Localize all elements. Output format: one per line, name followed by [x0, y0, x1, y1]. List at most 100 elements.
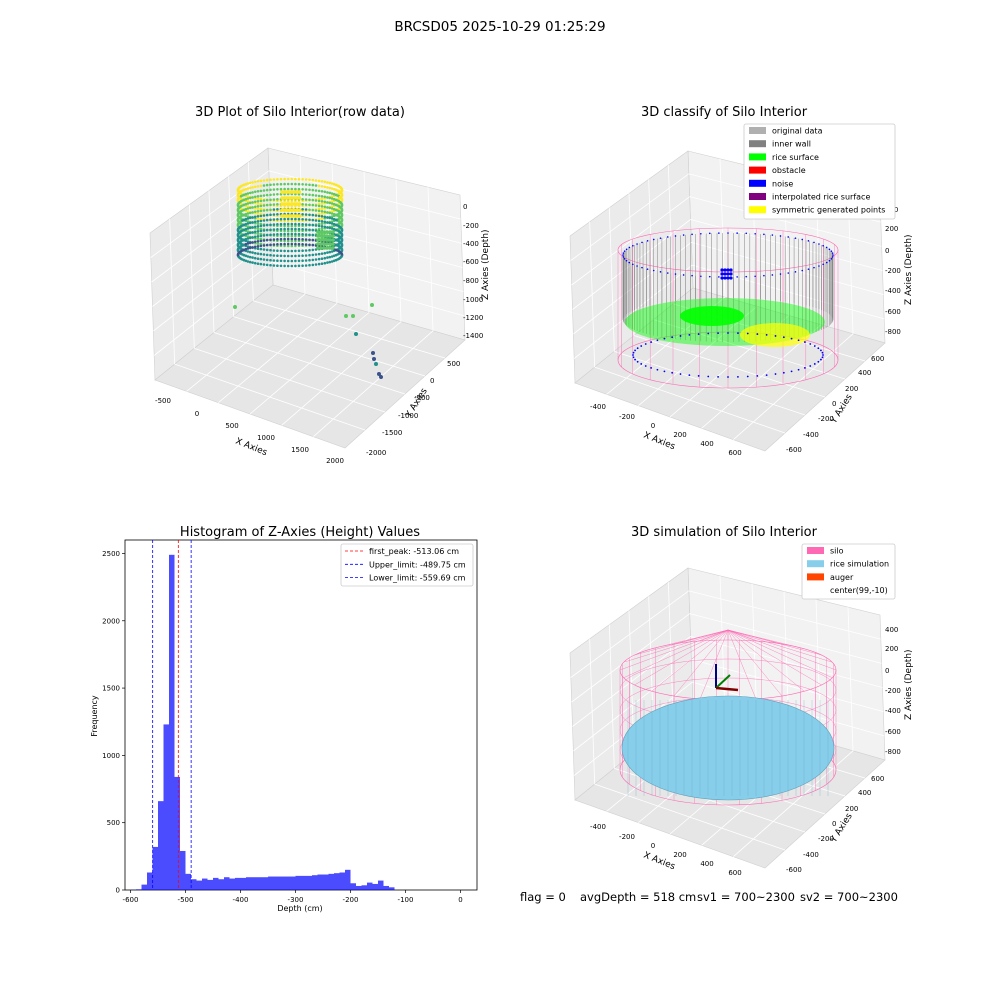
raw-point — [259, 244, 263, 248]
silo-roof-line — [699, 629, 729, 642]
outlier-point — [354, 332, 358, 336]
raw-point — [259, 199, 263, 203]
noise-point — [794, 237, 797, 239]
raw-point — [292, 196, 297, 200]
raw-point — [259, 189, 263, 193]
silo-roof-line — [727, 629, 833, 678]
raw-point — [320, 220, 324, 223]
raw-point — [269, 233, 272, 237]
raw-point — [280, 214, 284, 218]
raw-point — [251, 226, 254, 229]
raw-point — [330, 192, 334, 195]
noise-point — [822, 354, 824, 356]
noise-point — [813, 363, 816, 365]
raw-point — [279, 217, 283, 221]
x-tick-label: 600 — [728, 449, 741, 457]
raw-point — [308, 223, 311, 227]
raw-point — [269, 248, 272, 252]
raw-point — [314, 184, 318, 187]
noise-point — [688, 374, 691, 376]
histogram-bar — [218, 879, 224, 890]
raw-point — [320, 185, 324, 188]
raw-point — [317, 204, 321, 208]
raw-point — [262, 189, 266, 192]
raw-point — [308, 183, 311, 187]
raw-point — [272, 183, 276, 186]
raw-point — [292, 202, 297, 206]
raw-point — [328, 260, 332, 264]
raw-point — [272, 218, 276, 221]
raw-point — [248, 226, 252, 230]
raw-point — [331, 234, 335, 238]
histogram-bar — [207, 879, 213, 890]
raw-point — [265, 233, 269, 237]
raw-point — [251, 241, 254, 244]
raw-point — [262, 229, 266, 232]
histogram-bar — [262, 877, 268, 890]
raw-point — [290, 264, 294, 268]
raw-point — [283, 182, 286, 186]
raw-point — [286, 242, 290, 246]
legend-label: interpolated rice surface — [772, 193, 870, 202]
x-tick-label: 200 — [673, 431, 686, 439]
noise-point — [634, 349, 636, 352]
raw-point — [246, 187, 250, 190]
noise-point — [650, 341, 653, 343]
raw-point — [262, 263, 266, 266]
noise-point — [787, 272, 790, 274]
raw-point — [325, 230, 329, 234]
panel2-ylabel: Y Axies — [829, 392, 855, 426]
raw-point — [340, 252, 344, 256]
noise-point — [756, 333, 759, 335]
raw-point — [326, 186, 329, 189]
histogram-bar — [213, 877, 219, 890]
x-tick-label: -200 — [619, 833, 635, 841]
raw-point — [316, 230, 320, 234]
noise-point — [636, 265, 638, 267]
raw-point — [276, 183, 279, 186]
raw-point — [265, 248, 269, 252]
raw-point — [286, 237, 290, 241]
raw-point — [340, 202, 344, 206]
legend-label: rice surface — [772, 153, 819, 162]
y-tick-label: 0 — [832, 820, 836, 828]
raw-point — [311, 248, 315, 252]
grid-line — [572, 636, 691, 727]
raw-point — [297, 208, 302, 212]
raw-point — [279, 182, 283, 186]
raw-point — [330, 195, 334, 198]
raw-point — [287, 196, 292, 200]
y-tick-label: 400 — [858, 789, 871, 797]
raw-point — [322, 246, 326, 250]
raw-point — [282, 202, 287, 206]
panel2-title: 3D classify of Silo Interior — [641, 105, 808, 120]
raw-point — [259, 207, 263, 211]
raw-point — [317, 252, 321, 256]
raw-point — [283, 239, 286, 243]
noise-point — [644, 365, 647, 367]
raw-point — [286, 244, 290, 248]
raw-point — [308, 198, 311, 202]
raw-point — [265, 183, 269, 187]
symmetric-points — [740, 323, 810, 347]
raw-point — [248, 196, 252, 200]
raw-point — [328, 216, 332, 220]
y-tick-label: -1500 — [382, 429, 402, 437]
raw-point — [283, 242, 286, 246]
raw-point — [287, 202, 292, 206]
raw-point — [262, 184, 266, 187]
raw-point — [317, 189, 321, 193]
raw-point — [311, 208, 315, 212]
raw-point — [272, 249, 276, 252]
raw-point — [286, 224, 290, 228]
y-tick-label: 500 — [107, 819, 120, 827]
raw-point — [256, 262, 260, 266]
raw-point — [320, 210, 324, 213]
raw-point — [253, 261, 257, 265]
noise-point — [727, 332, 729, 334]
raw-point — [248, 231, 252, 235]
x-tick-label: 500 — [225, 422, 238, 430]
raw-point — [244, 192, 248, 196]
histogram-bar — [295, 875, 301, 890]
noise-point — [809, 343, 812, 345]
